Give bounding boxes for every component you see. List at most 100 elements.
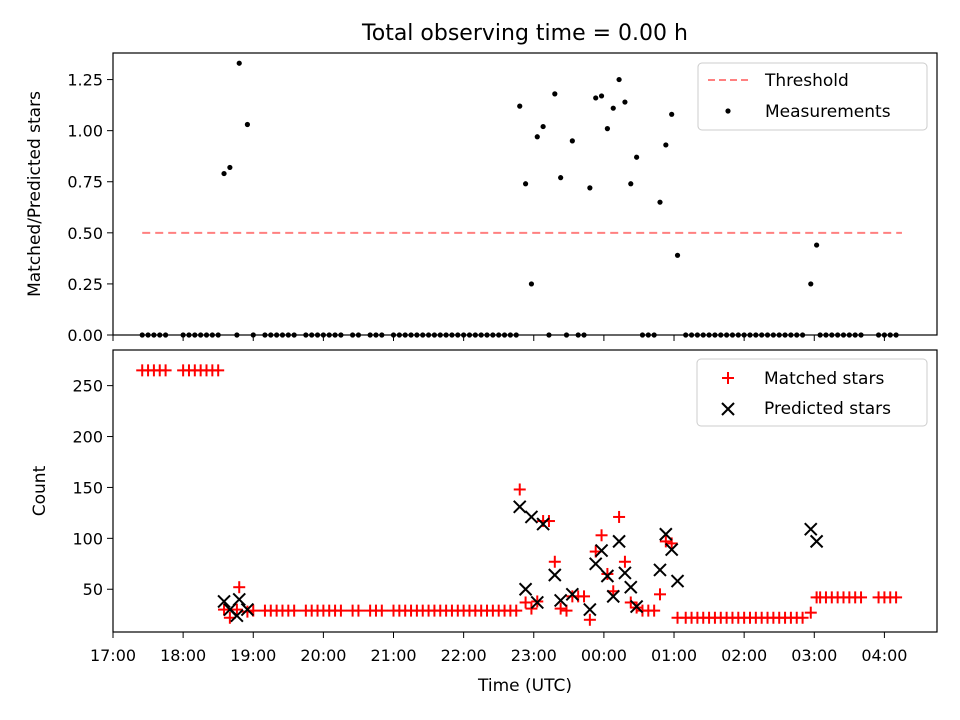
legend-measurements-swatch bbox=[725, 108, 731, 114]
measurement-point bbox=[552, 91, 558, 97]
matched-star-point bbox=[796, 611, 809, 624]
predicted-star-point bbox=[565, 587, 580, 602]
measurement-point bbox=[528, 281, 535, 287]
predicted-star-point bbox=[217, 594, 231, 609]
top-ytick-label: 0.25 bbox=[67, 275, 103, 294]
matched-star-point bbox=[212, 364, 225, 377]
predicted-star-stroke bbox=[583, 602, 597, 617]
measurement-point bbox=[540, 123, 546, 130]
legend-predicted-swatch bbox=[721, 402, 735, 416]
predicted-star-stroke bbox=[659, 527, 673, 541]
bottom-xtick-label: 17:00 bbox=[90, 646, 136, 665]
matched-star-point bbox=[601, 567, 614, 580]
measurement-point bbox=[622, 99, 628, 105]
matched-star-point bbox=[659, 535, 672, 548]
predicted-star-stroke bbox=[230, 609, 244, 623]
predicted-star-stroke bbox=[217, 594, 231, 609]
predicted-star-stroke bbox=[589, 557, 603, 571]
measurement-point bbox=[517, 103, 523, 109]
matched-star-point bbox=[648, 604, 661, 617]
predicted-star-point bbox=[553, 593, 568, 608]
predicted-star-point bbox=[589, 557, 603, 571]
legend-predicted-label: Predicted stars bbox=[764, 399, 891, 419]
matched-star-point bbox=[233, 581, 246, 594]
matched-star-point bbox=[230, 603, 243, 616]
bottom-xtick-label: 23:00 bbox=[511, 646, 557, 665]
matched-star-point bbox=[241, 605, 254, 618]
predicted-star-stroke bbox=[600, 569, 615, 583]
measurement-point bbox=[628, 181, 634, 187]
bottom-ylabel: Count bbox=[30, 465, 50, 516]
predicted-star-stroke bbox=[240, 602, 255, 617]
top-ylabel: Matched/Predicted stars bbox=[25, 91, 45, 297]
predicted-star-stroke bbox=[809, 534, 824, 549]
matched-star-point bbox=[510, 604, 523, 617]
legend-threshold-label: Threshold bbox=[764, 71, 849, 91]
bottom-panel: 50 100 150 200 250 17:00 18:00 19:00 20:00 21:00 2… bbox=[30, 349, 938, 696]
matched-star-point bbox=[624, 596, 637, 609]
matched-star-point bbox=[595, 529, 608, 542]
bottom-xtick-label: 18:00 bbox=[160, 646, 206, 665]
bottom-xtick-label: 20:00 bbox=[300, 646, 346, 665]
measurement-point bbox=[236, 60, 242, 66]
measurement-point bbox=[558, 175, 564, 181]
matched-star-point bbox=[583, 613, 596, 626]
top-panel: 0.00 0.25 0.50 0.75 1.00 1.25 Matched/Predict… bbox=[25, 52, 938, 345]
measurement-point bbox=[598, 93, 605, 99]
predicted-star-point bbox=[618, 566, 632, 580]
measurement-point bbox=[221, 170, 227, 177]
bottom-xtick-label: 02:00 bbox=[721, 646, 767, 665]
bottom-xtick-label: 19:00 bbox=[230, 646, 276, 665]
top-legend: Threshold Measurements bbox=[697, 62, 928, 131]
measurement-point bbox=[814, 242, 820, 248]
predicted-star-point bbox=[809, 534, 824, 549]
bottom-legend-box bbox=[696, 358, 928, 427]
bottom-plot-marks bbox=[136, 364, 903, 626]
matched-star-point bbox=[218, 603, 231, 616]
measurement-point bbox=[534, 134, 540, 140]
matched-star-point bbox=[548, 555, 561, 568]
measurement-point bbox=[663, 142, 669, 148]
matched-star-point bbox=[375, 604, 388, 617]
measurement-point bbox=[657, 199, 663, 205]
predicted-star-stroke bbox=[606, 589, 620, 604]
predicted-star-point bbox=[530, 595, 544, 610]
matched-star-point bbox=[560, 604, 573, 617]
bottom-ytick-label: 150 bbox=[72, 478, 103, 497]
bottom-axes: 50 100 150 200 250 17:00 18:00 19:00 20:00 21:00 2… bbox=[72, 377, 907, 665]
chart-title: Total observing time = 0.00 h bbox=[361, 21, 688, 46]
predicted-star-stroke bbox=[618, 566, 632, 580]
top-legend-box bbox=[697, 62, 928, 131]
predicted-star-point bbox=[536, 517, 550, 531]
matched-star-point bbox=[159, 364, 172, 377]
top-ytick-label: 1.25 bbox=[67, 71, 103, 90]
predicted-star-point bbox=[670, 574, 685, 588]
measurement-point bbox=[634, 154, 640, 160]
predicted-star-stroke bbox=[624, 580, 638, 594]
top-axes-frame bbox=[112, 52, 938, 336]
measurement-point bbox=[669, 111, 675, 117]
bottom-xtick-label: 03:00 bbox=[791, 646, 837, 665]
predicted-star-point bbox=[524, 510, 539, 524]
predicted-star-point bbox=[804, 522, 818, 536]
matched-star-point bbox=[804, 606, 817, 619]
predicted-star-point bbox=[659, 527, 673, 541]
matched-star-point bbox=[519, 596, 532, 609]
predicted-star-stroke bbox=[553, 593, 568, 608]
predicted-star-point bbox=[612, 534, 626, 549]
measurement-point bbox=[808, 281, 814, 287]
measurement-point bbox=[569, 138, 575, 144]
matched-star-point bbox=[334, 604, 347, 617]
top-ytick-label: 0.75 bbox=[67, 173, 103, 192]
bottom-ytick-label: 50 bbox=[83, 580, 103, 599]
predicted-star-stroke bbox=[594, 543, 609, 558]
bottom-xtick-label: 21:00 bbox=[370, 646, 416, 665]
legend-matched-label: Matched stars bbox=[764, 369, 884, 389]
legend-matched-swatch bbox=[722, 372, 734, 384]
predicted-star-point bbox=[624, 580, 638, 594]
predicted-star-stroke bbox=[653, 563, 667, 577]
predicted-star-stroke bbox=[548, 568, 562, 582]
legend-measurements-label: Measurements bbox=[765, 102, 891, 122]
matched-star-point bbox=[513, 483, 526, 496]
matched-star-point bbox=[618, 555, 631, 568]
